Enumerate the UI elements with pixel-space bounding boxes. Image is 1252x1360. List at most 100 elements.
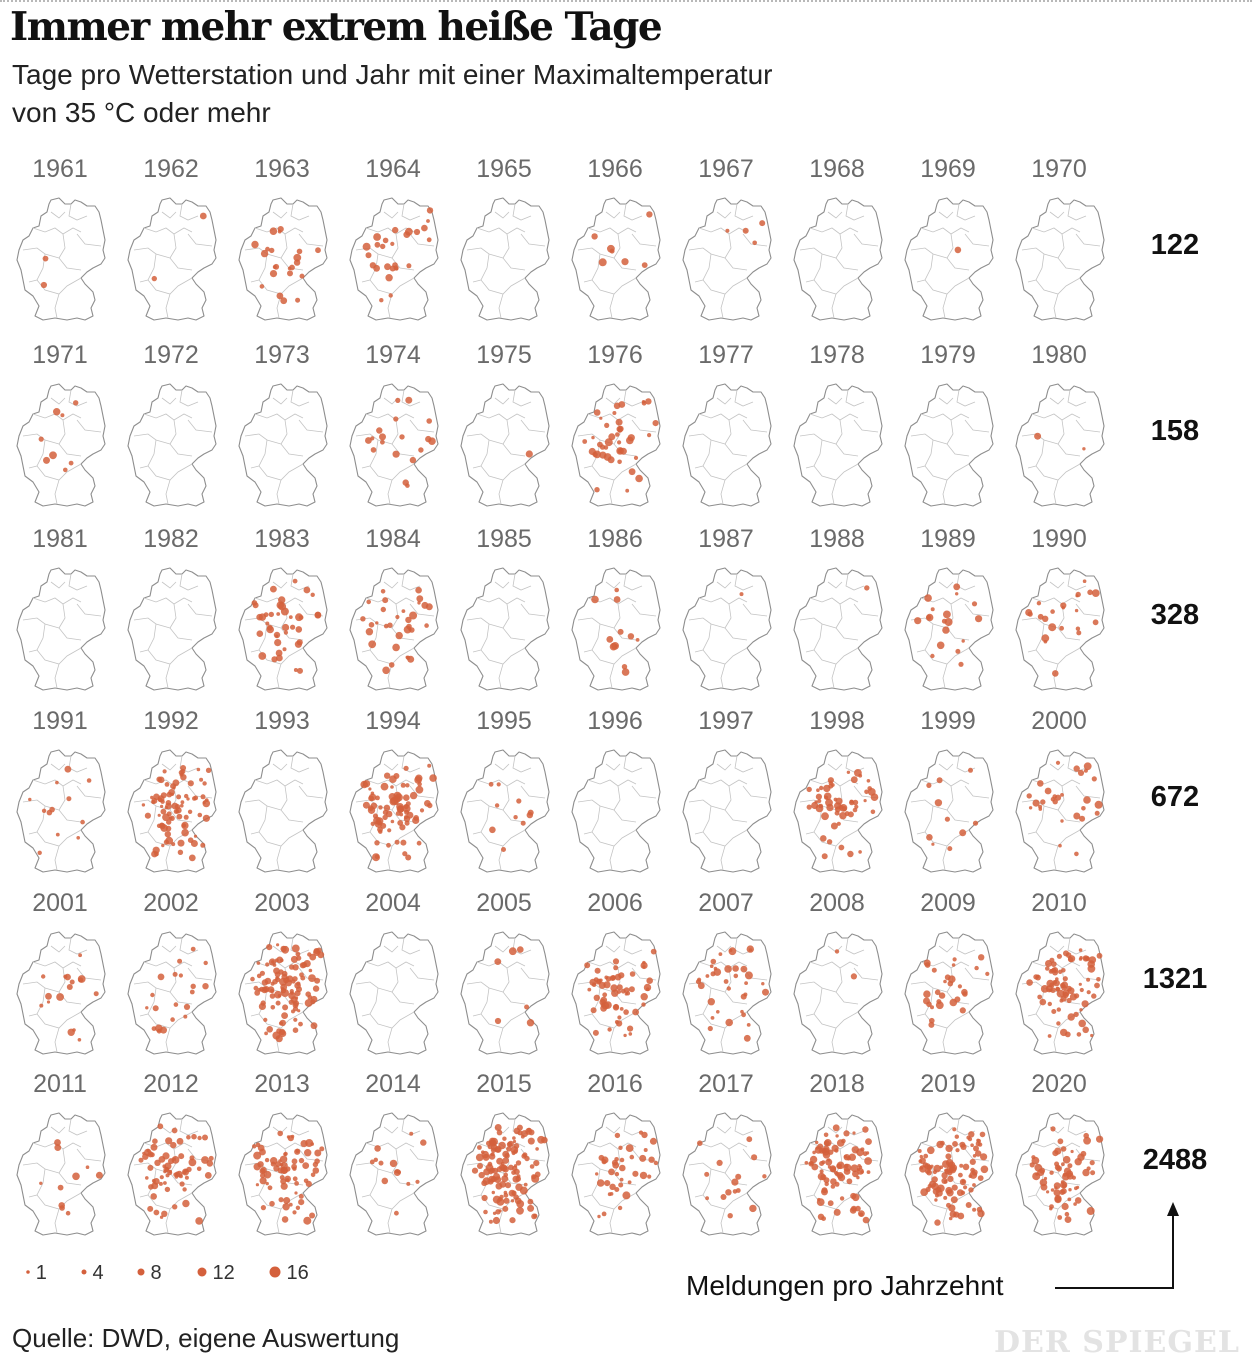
station-dot [471, 1167, 479, 1174]
year-map-1998: 1998 [793, 707, 883, 873]
station-dot [847, 850, 854, 858]
station-dot [281, 945, 290, 954]
station-dot [705, 1196, 709, 1201]
germany-outline [127, 1112, 217, 1236]
station-dot [1060, 819, 1064, 823]
station-dot [618, 972, 625, 979]
station-dot [635, 474, 643, 483]
year-label: 2006 [587, 889, 643, 917]
germany-outline [1015, 749, 1105, 873]
station-dot [850, 973, 857, 980]
station-dot [1086, 1207, 1095, 1215]
station-dot [159, 1175, 164, 1180]
germany-map [904, 383, 994, 507]
station-dot [508, 1164, 514, 1171]
state-border [22, 981, 60, 993]
station-dot [298, 1021, 303, 1027]
station-dot [647, 1174, 652, 1179]
station-dot [959, 829, 967, 837]
state-border [964, 785, 990, 799]
station-dot [744, 971, 753, 980]
station-dot [938, 992, 946, 999]
station-dot [278, 969, 284, 975]
station-dot [920, 1188, 929, 1196]
station-dot [294, 640, 302, 648]
station-dot [255, 1142, 261, 1148]
station-dot [270, 1005, 276, 1010]
state-border [1075, 603, 1101, 617]
state-border [631, 603, 657, 617]
state-border [720, 845, 726, 871]
state-border [165, 845, 171, 871]
station-dot [1074, 993, 1080, 999]
station-dot [639, 1154, 647, 1162]
station-dot [276, 612, 281, 616]
station-dot [850, 1205, 857, 1212]
station-dot [202, 983, 209, 990]
station-dot [28, 797, 32, 802]
annotation-text: Meldungen pro Jahrzehnt [686, 1270, 1004, 1301]
state-border [361, 465, 371, 469]
station-dot [833, 1208, 841, 1216]
station-dot [619, 447, 627, 455]
station-dot [295, 1148, 300, 1153]
station-dot [268, 958, 276, 966]
state-border [494, 397, 510, 405]
year-label: 1996 [587, 707, 643, 735]
state-border [244, 433, 282, 445]
station-dot [78, 977, 84, 983]
station-dot [819, 1161, 825, 1166]
station-dot [710, 958, 717, 965]
station-dot [269, 1200, 275, 1207]
year-label: 1966 [587, 155, 643, 183]
state-border [28, 1013, 38, 1017]
decade-total: 158 [1151, 415, 1199, 447]
state-border [1027, 279, 1037, 283]
state-border [734, 1118, 754, 1136]
year-map-2010: 2010 [1015, 889, 1105, 1055]
station-dot [1091, 589, 1100, 597]
station-dot [1056, 1021, 1061, 1026]
germany-map [793, 197, 883, 321]
station-dot [513, 1143, 520, 1149]
year-label: 1961 [32, 155, 88, 183]
station-dot [642, 965, 646, 969]
station-dot [854, 804, 859, 809]
station-dot [492, 1216, 500, 1225]
station-dot [1075, 591, 1081, 598]
station-dot [639, 1171, 648, 1180]
station-dot [716, 1010, 720, 1014]
station-dot [635, 638, 640, 642]
station-dot [977, 1175, 984, 1181]
state-border [583, 279, 593, 283]
year-map-1997: 1997 [682, 707, 772, 873]
state-border [520, 233, 546, 247]
state-border [1053, 1027, 1059, 1053]
station-dot [614, 1171, 620, 1177]
germany-map [571, 749, 661, 873]
station-dot [291, 944, 300, 953]
station-dot [502, 1136, 507, 1141]
year-map-1993: 1993 [238, 707, 328, 873]
state-border [623, 1118, 643, 1136]
station-dot [849, 799, 855, 806]
state-border [623, 203, 643, 221]
state-border [147, 805, 193, 847]
station-dot [650, 948, 657, 955]
station-dot [1082, 579, 1087, 583]
state-border [631, 785, 657, 799]
station-dot [365, 252, 372, 259]
station-dot [393, 416, 399, 422]
year-map-2002: 2002 [127, 889, 217, 1055]
station-dot [863, 799, 867, 803]
station-dot [380, 782, 389, 791]
state-border [480, 253, 526, 295]
station-dot [176, 813, 183, 820]
state-border [827, 581, 843, 589]
year-label: 2019 [920, 1070, 976, 1098]
station-dot [365, 437, 372, 444]
station-dot [727, 1213, 733, 1219]
station-dot [1066, 997, 1072, 1004]
state-border [250, 1013, 260, 1017]
germany-map [16, 383, 106, 507]
